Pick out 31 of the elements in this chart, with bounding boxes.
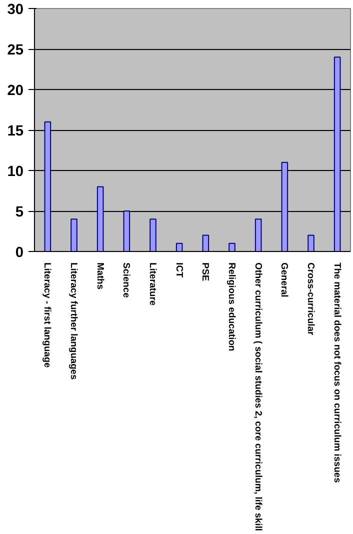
bar [176, 242, 183, 252]
x-tick-label: PSE [200, 262, 211, 282]
y-tick-label: 10 [7, 164, 24, 180]
bar [308, 234, 314, 252]
bar [96, 186, 104, 252]
bar [150, 218, 156, 252]
bar [281, 162, 288, 252]
x-tick-label: Literacy - first language [42, 262, 53, 368]
x-tick-label: ICT [174, 262, 184, 278]
bar [123, 210, 130, 252]
x-tick-label: Maths [95, 262, 106, 290]
bar [70, 218, 78, 252]
x-tick-label: General [280, 262, 290, 298]
x-tick-label: Science [122, 262, 132, 298]
x-tick-label: Literature [148, 262, 158, 306]
x-tick-label: Cross-curricular [306, 262, 316, 336]
x-tick-label: Literacy further languages [69, 262, 79, 380]
x-tick-label: The material does not focus on curriculum issues [332, 262, 342, 483]
y-tick-label: 25 [7, 42, 24, 58]
y-tick-label: 20 [7, 83, 24, 99]
bar [334, 56, 341, 252]
x-tick-label: Other curriculum ( social studies 2, core curriculum, life skill [253, 262, 264, 532]
y-tick-label: 0 [15, 245, 24, 261]
bar [44, 121, 52, 252]
y-tick-label: 30 [7, 2, 24, 18]
bar [202, 234, 210, 252]
y-tick-label: 15 [7, 124, 24, 140]
y-tick-label: 5 [15, 204, 24, 220]
bar [254, 218, 262, 252]
bar [228, 242, 236, 252]
x-tick-label: Religious education [227, 262, 237, 352]
